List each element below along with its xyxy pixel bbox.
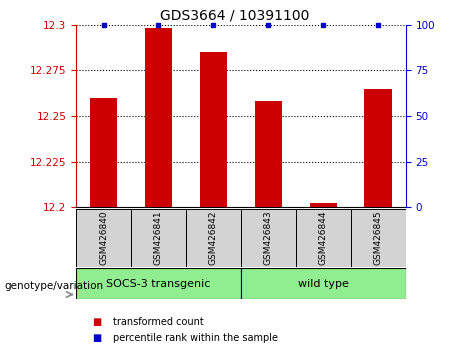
Bar [351, 209, 406, 267]
Bar [131, 209, 186, 267]
Bar [254, 101, 282, 207]
Bar [241, 209, 296, 267]
Text: GSM426842: GSM426842 [209, 211, 218, 265]
Text: percentile rank within the sample: percentile rank within the sample [113, 333, 278, 343]
Bar [241, 268, 406, 299]
Text: ■: ■ [92, 333, 101, 343]
Bar [76, 268, 241, 299]
Text: GDS3664 / 10391100: GDS3664 / 10391100 [160, 9, 310, 23]
Bar [76, 209, 131, 267]
Bar [365, 88, 392, 207]
Bar [200, 52, 227, 207]
Text: GSM426841: GSM426841 [154, 211, 163, 266]
Text: genotype/variation: genotype/variation [5, 281, 104, 291]
Bar [296, 209, 351, 267]
Bar [309, 204, 337, 207]
Bar [90, 98, 117, 207]
Text: ■: ■ [92, 317, 101, 327]
Bar [186, 209, 241, 267]
Text: wild type: wild type [298, 279, 349, 289]
Text: SOCS-3 transgenic: SOCS-3 transgenic [106, 279, 211, 289]
Text: GSM426845: GSM426845 [374, 211, 383, 266]
Text: GSM426840: GSM426840 [99, 211, 108, 266]
Text: transformed count: transformed count [113, 317, 204, 327]
Bar [145, 28, 172, 207]
Text: GSM426843: GSM426843 [264, 211, 273, 266]
Text: GSM426844: GSM426844 [319, 211, 328, 265]
